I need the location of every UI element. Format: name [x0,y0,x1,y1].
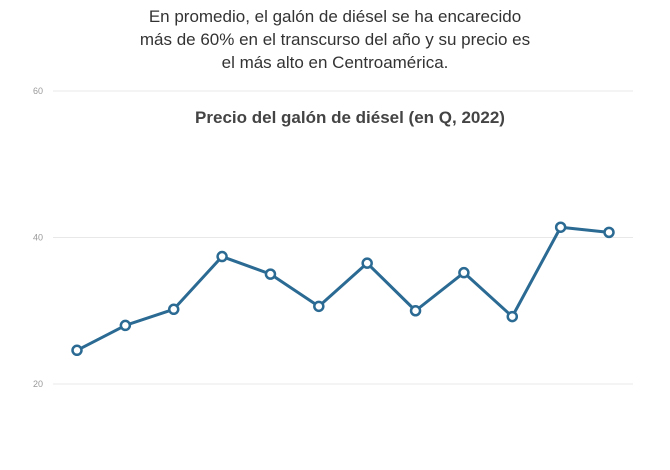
point [119,319,132,332]
y-tick-label: 60 [33,86,43,96]
point [313,300,325,313]
subtitle: el más alto en Centroamérica. [222,53,449,72]
point [554,221,567,233]
y-tick-label: 40 [33,233,43,243]
point [361,257,373,269]
point [506,310,519,323]
chart-title: Precio del galón de diésel (en Q, 2022) [195,108,505,127]
point [264,268,277,280]
point [409,305,422,317]
y-tick-label: 20 [33,379,43,389]
subtitle: En promedio, el galón de diésel se ha en… [149,7,521,26]
point [603,226,615,239]
point [216,250,228,263]
point [71,344,83,357]
line [76,225,610,352]
point [167,303,180,316]
subtitle: más de 60% en el transcurso del año y su… [140,30,530,49]
point [458,266,470,279]
